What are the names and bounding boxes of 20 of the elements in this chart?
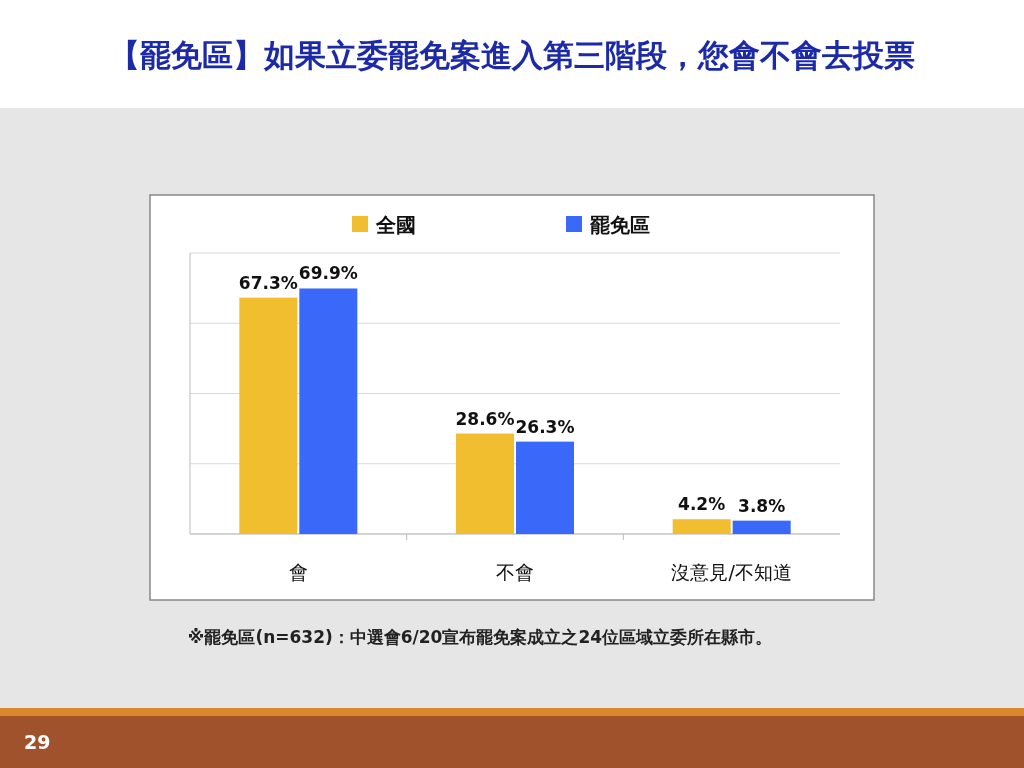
bar: [672, 519, 731, 534]
data-label: 26.3%: [515, 416, 575, 437]
chart-title: 【罷免區】如果立委罷免案進入第三階段，您會不會去投票: [109, 37, 915, 73]
legend-label: 全國: [375, 213, 416, 237]
legend-label: 罷免區: [590, 213, 650, 237]
data-label: 67.3%: [238, 272, 298, 293]
data-label: 28.6%: [455, 408, 515, 429]
text: 29: [24, 731, 51, 753]
data-label: 4.2%: [678, 494, 726, 515]
x-tick-label: 不會: [496, 561, 534, 583]
bar: [456, 433, 514, 534]
data-label: 69.9%: [298, 263, 358, 284]
bar: [239, 297, 298, 534]
data-label: 3.8%: [738, 495, 786, 516]
x-tick-label: 會: [288, 561, 308, 583]
x-tick-label: 沒意見/不知道: [671, 561, 792, 583]
bar: [516, 441, 574, 534]
text: ※罷免區(n=632)：中選會6/20宣布罷免案成立之24位區域立委所在縣市。: [187, 627, 773, 647]
bar: [732, 520, 791, 534]
bar: [299, 288, 358, 534]
